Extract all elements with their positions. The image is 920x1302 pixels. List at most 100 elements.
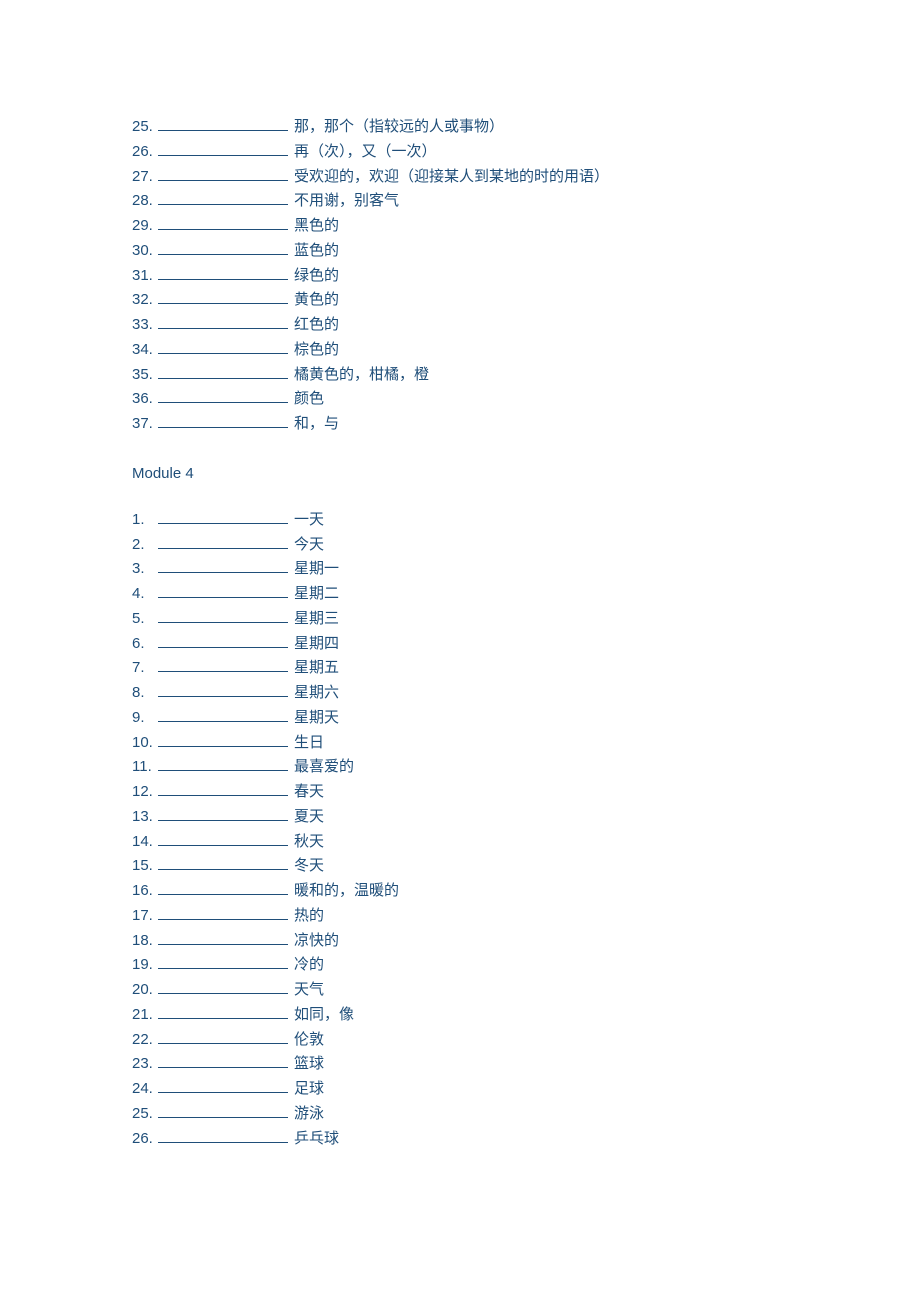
item-number: 26. (132, 1127, 158, 1152)
item-number: 3. (132, 557, 158, 582)
item-number: 24. (132, 1077, 158, 1102)
item-number: 8. (132, 681, 158, 706)
item-number: 25. (132, 115, 158, 140)
item-definition: 不用谢，别客气 (294, 189, 399, 214)
list-item: 37. 和，与 (132, 412, 788, 437)
fill-blank (158, 582, 288, 598)
fill-blank (158, 1052, 288, 1068)
list-item: 21. 如同，像 (132, 1003, 788, 1028)
item-definition: 受欢迎的，欢迎（迎接某人到某地的时的用语） (294, 165, 609, 190)
fill-blank (158, 1077, 288, 1093)
item-number: 4. (132, 582, 158, 607)
fill-blank (158, 557, 288, 573)
fill-blank (158, 607, 288, 623)
item-number: 10. (132, 731, 158, 756)
item-definition: 乒乓球 (294, 1127, 339, 1152)
list-item: 9.星期天 (132, 706, 788, 731)
fill-blank (158, 731, 288, 747)
fill-blank (158, 632, 288, 648)
fill-blank (158, 656, 288, 672)
section1-list: 25.那，那个（指较远的人或事物）26.再（次），又（一次）27.受欢迎的，欢迎… (132, 115, 788, 437)
item-number: 19. (132, 953, 158, 978)
fill-blank (158, 533, 288, 549)
item-number: 28. (132, 189, 158, 214)
list-item: 13.夏天 (132, 805, 788, 830)
fill-blank (158, 706, 288, 722)
item-number: 5. (132, 607, 158, 632)
item-definition: 星期三 (294, 607, 339, 632)
item-number: 11. (132, 755, 158, 780)
fill-blank (158, 264, 288, 280)
item-number: 2. (132, 533, 158, 558)
fill-blank (158, 115, 288, 131)
list-item: 25.那，那个（指较远的人或事物） (132, 115, 788, 140)
item-definition: 足球 (294, 1077, 324, 1102)
fill-blank (158, 165, 288, 181)
list-item: 1. 一天 (132, 508, 788, 533)
section2-title: Module 4 (132, 465, 788, 482)
item-number: 34. (132, 338, 158, 363)
item-number: 31. (132, 264, 158, 289)
fill-blank (158, 387, 288, 403)
fill-blank (158, 1028, 288, 1044)
item-definition: 绿色的 (294, 264, 339, 289)
fill-blank (158, 929, 288, 945)
fill-blank (158, 508, 288, 524)
item-definition: 黑色的 (294, 214, 339, 239)
item-definition: 红色的 (294, 313, 339, 338)
fill-blank (158, 904, 288, 920)
fill-blank (158, 830, 288, 846)
item-number: 1. (132, 508, 158, 533)
item-number: 14. (132, 830, 158, 855)
list-item: 18.凉快的 (132, 929, 788, 954)
item-definition: 和，与 (294, 412, 339, 437)
item-number: 22. (132, 1028, 158, 1053)
list-item: 17.热的 (132, 904, 788, 929)
item-definition: 一天 (294, 508, 324, 533)
item-number: 7. (132, 656, 158, 681)
list-item: 25.游泳 (132, 1102, 788, 1127)
fill-blank (158, 1127, 288, 1143)
item-number: 12. (132, 780, 158, 805)
item-definition: 篮球 (294, 1052, 324, 1077)
list-item: 2.今天 (132, 533, 788, 558)
list-item: 26. 乒乓球 (132, 1127, 788, 1152)
list-item: 11.最喜爱的 (132, 755, 788, 780)
fill-blank (158, 780, 288, 796)
item-definition: 如同，像 (294, 1003, 354, 1028)
fill-blank (158, 313, 288, 329)
list-item: 14. 秋天 (132, 830, 788, 855)
fill-blank (158, 239, 288, 255)
list-item: 15. 冬天 (132, 854, 788, 879)
item-definition: 星期一 (294, 557, 339, 582)
item-number: 32. (132, 288, 158, 313)
fill-blank (158, 189, 288, 205)
list-item: 3. 星期一 (132, 557, 788, 582)
item-number: 36. (132, 387, 158, 412)
item-definition: 颜色 (294, 387, 324, 412)
fill-blank (158, 854, 288, 870)
list-item: 30.蓝色的 (132, 239, 788, 264)
item-number: 30. (132, 239, 158, 264)
item-definition: 夏天 (294, 805, 324, 830)
list-item: 12.春天 (132, 780, 788, 805)
item-number: 37. (132, 412, 158, 437)
item-number: 35. (132, 363, 158, 388)
item-number: 18. (132, 929, 158, 954)
item-definition: 棕色的 (294, 338, 339, 363)
list-item: 28. 不用谢，别客气 (132, 189, 788, 214)
fill-blank (158, 1003, 288, 1019)
list-item: 29.黑色的 (132, 214, 788, 239)
list-item: 36. 颜色 (132, 387, 788, 412)
item-definition: 冬天 (294, 854, 324, 879)
item-number: 6. (132, 632, 158, 657)
item-number: 21. (132, 1003, 158, 1028)
list-item: 22.伦敦 (132, 1028, 788, 1053)
list-item: 23.篮球 (132, 1052, 788, 1077)
item-number: 33. (132, 313, 158, 338)
list-item: 16.暖和的，温暖的 (132, 879, 788, 904)
item-number: 15. (132, 854, 158, 879)
list-item: 10.生日 (132, 731, 788, 756)
fill-blank (158, 412, 288, 428)
item-definition: 秋天 (294, 830, 324, 855)
